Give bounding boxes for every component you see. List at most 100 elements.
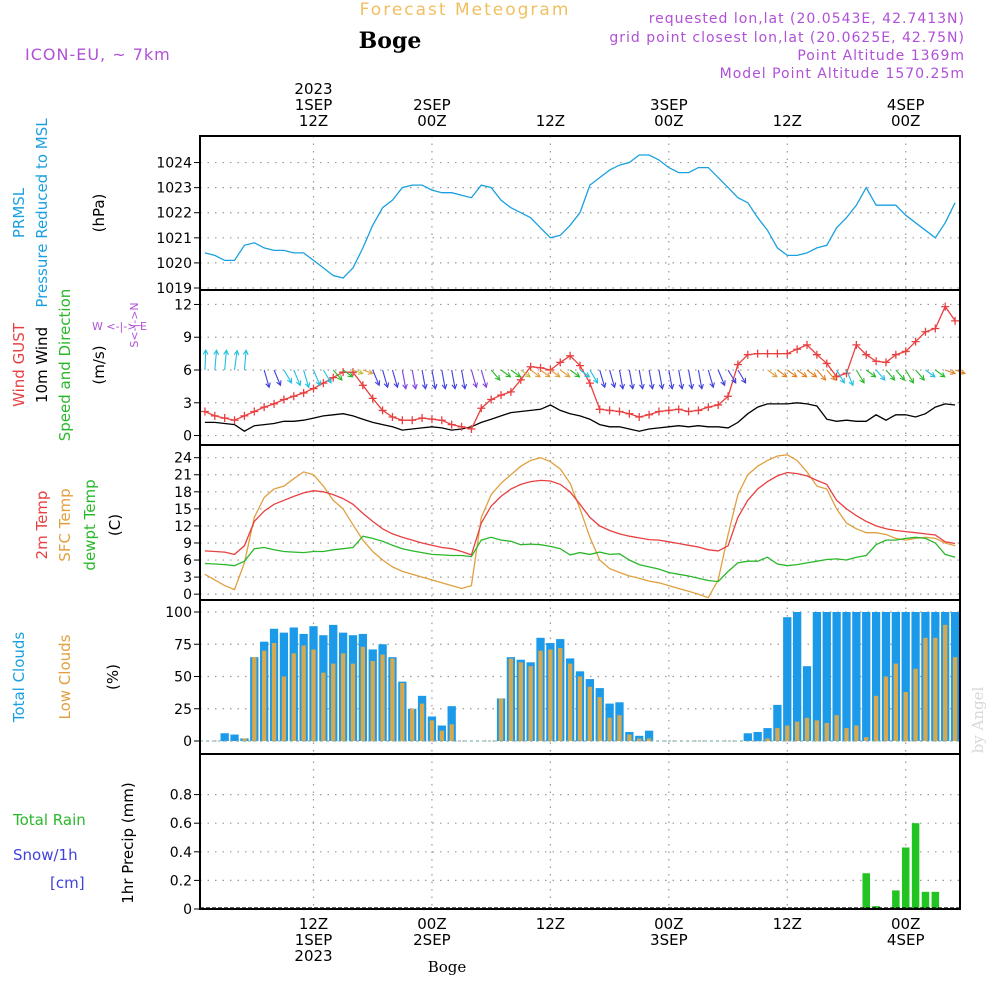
low-cloud-bar: [419, 703, 425, 741]
wind-arrow: [915, 369, 925, 381]
wind-arrow: [312, 369, 321, 387]
top-axis-label: 12Z: [299, 112, 328, 130]
axis-title: (C): [106, 514, 124, 536]
precip-axis-title: 1hr Precip (mm): [119, 782, 137, 903]
low-cloud-bar: [607, 717, 612, 741]
low-cloud-bar: [943, 624, 948, 741]
wind-arrow: [945, 369, 957, 375]
gust-marker: [901, 347, 910, 356]
gust-marker: [358, 381, 367, 390]
wind-arrow: [283, 369, 293, 384]
y-tick-label: 0.6: [170, 816, 192, 832]
bottom-axis-label: 2SEP: [413, 931, 451, 949]
y-tick-label: 0: [183, 429, 192, 445]
axis-title: (m/s): [90, 345, 108, 384]
gust-marker: [763, 349, 772, 358]
gust-marker: [329, 373, 338, 382]
y-tick-label: 6: [183, 363, 192, 379]
low-cloud-bar: [814, 720, 820, 741]
compass-ew: W <-|-> E: [92, 320, 147, 333]
top-axis-label: 1SEP: [295, 96, 333, 114]
wind-arrow: [737, 369, 747, 384]
gust-marker: [812, 350, 821, 359]
y-tick-label: 15: [174, 502, 192, 518]
total-cloud-bar: [852, 612, 861, 741]
gust-marker: [635, 412, 644, 421]
watermark: by Angel: [969, 686, 987, 753]
y-tick-label: 1020: [156, 256, 192, 272]
low-cloud-bar: [261, 650, 267, 741]
gust-marker: [576, 361, 584, 370]
y-tick-label: 0: [183, 734, 192, 750]
gust-marker: [497, 391, 506, 400]
wind-arrow: [510, 369, 522, 378]
wind-arrow: [905, 369, 914, 384]
low-cloud-bar: [577, 676, 583, 741]
low-cloud-bar: [883, 676, 889, 741]
low-cloud-bar: [271, 642, 277, 741]
rain-bar: [862, 873, 870, 909]
low-cloud-bar: [903, 691, 908, 741]
model-label: ICON-EU, ~ 7km: [25, 45, 171, 64]
bottom-axis-label: 12Z: [299, 915, 328, 933]
wind-arrow: [697, 369, 704, 390]
axis-title: Low Clouds: [56, 634, 74, 719]
axis-title: (%): [104, 664, 122, 690]
snow-label: Snow/1h: [13, 846, 78, 864]
total-cloud-bar: [753, 731, 762, 741]
wind-arrow: [461, 369, 468, 390]
low-cloud-bar: [518, 662, 523, 741]
gust-marker: [585, 379, 594, 388]
low-cloud-bar: [567, 663, 573, 741]
gust-marker: [753, 349, 762, 358]
wind-arrow: [559, 369, 571, 378]
pressure-line: [204, 154, 956, 279]
bottom-axis-label: 2023: [294, 947, 332, 965]
wind-arrow: [500, 369, 512, 378]
gust-marker: [289, 392, 298, 401]
low-cloud-bar: [775, 728, 780, 741]
gust-marker: [891, 350, 900, 359]
gust-marker: [615, 407, 624, 416]
gust-marker: [803, 340, 812, 349]
top-axis-label: 2SEP: [413, 96, 451, 114]
gust-marker: [694, 406, 703, 415]
axis-title: Total Clouds: [10, 632, 28, 724]
total-cloud-bar: [901, 612, 910, 741]
rain-bar: [892, 890, 900, 909]
bottom-axis-label: 12Z: [536, 915, 565, 933]
top-axis-label: 12Z: [773, 112, 802, 130]
axis-title: 2m Temp: [33, 491, 51, 560]
low-cloud-bar: [301, 645, 306, 741]
gust-marker: [773, 349, 782, 358]
y-tick-label: 1021: [156, 231, 192, 247]
low-cloud-bar: [429, 720, 435, 741]
wind-arrow: [935, 369, 946, 378]
low-cloud-bar: [449, 724, 454, 741]
gust-marker: [822, 359, 831, 368]
panel-1: 0 3 6 9 12: [174, 289, 966, 446]
gust-marker: [457, 422, 466, 431]
gust-marker: [487, 395, 496, 404]
wind-arrow: [727, 369, 737, 384]
wind-arrow: [628, 369, 635, 390]
wind-arrow: [470, 369, 479, 389]
gust-marker: [566, 351, 575, 360]
total-cloud-bar: [220, 733, 229, 741]
wind-arrow: [895, 369, 906, 381]
low-cloud-bar: [873, 695, 879, 741]
wind-arrow: [836, 369, 845, 384]
wind-arrow: [707, 369, 715, 389]
low-cloud-bar: [864, 737, 869, 741]
gust-marker: [645, 410, 654, 419]
gust-marker: [664, 406, 673, 415]
total-cloud-bar: [763, 728, 772, 741]
footer-location: Boge: [428, 958, 467, 976]
gust-marker: [418, 414, 427, 423]
wind-arrow: [589, 369, 599, 384]
top-axis-label: 4SEP: [887, 96, 925, 114]
y-tick-label: 1019: [156, 281, 192, 297]
gust-marker: [427, 415, 436, 424]
y-tick-label: 100: [165, 605, 192, 621]
